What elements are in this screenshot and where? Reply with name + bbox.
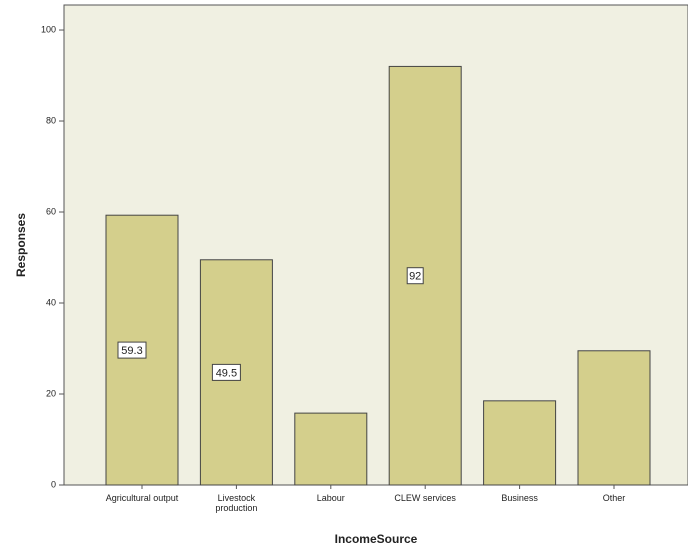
x-tick-label: Business	[501, 493, 538, 503]
value-label-box	[406, 267, 424, 285]
value-label: 92	[409, 271, 421, 283]
value-label: 49.5	[216, 367, 237, 379]
x-axis-title: IncomeSource	[335, 532, 418, 546]
y-tick-label: 80	[46, 115, 56, 125]
x-tick-label: Labour	[316, 493, 345, 503]
value-label-box	[117, 341, 147, 359]
bar	[294, 412, 368, 486]
x-tick-label: Livestock production	[215, 493, 258, 513]
x-tick-label: Agricultural output	[105, 493, 179, 503]
y-tick-label: 100	[41, 24, 56, 34]
y-tick-label: 40	[46, 297, 56, 307]
bar	[483, 400, 557, 486]
y-tick-label: 60	[46, 206, 56, 216]
x-tick-label: Other	[602, 493, 626, 503]
value-label-box	[211, 363, 241, 381]
bar	[388, 65, 462, 486]
y-tick-label: 20	[46, 388, 56, 398]
bar	[577, 350, 651, 486]
value-label: 59.3	[121, 345, 142, 357]
x-tick-label: CLEW services	[394, 493, 456, 503]
y-tick-label: 0	[51, 479, 56, 489]
y-axis-title: Responses	[14, 213, 28, 277]
